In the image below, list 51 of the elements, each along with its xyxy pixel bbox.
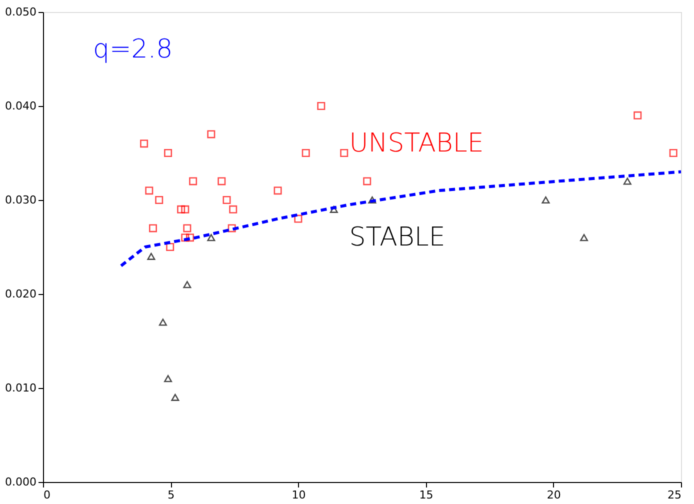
point — [330, 206, 338, 213]
point — [140, 140, 148, 148]
point — [634, 111, 642, 120]
point — [189, 177, 198, 186]
point — [164, 148, 172, 158]
y-tick-label: 0.010 — [5, 382, 36, 394]
point — [580, 234, 588, 242]
annotation: UNSTABLE — [349, 128, 484, 159]
point — [207, 234, 216, 242]
point — [181, 205, 190, 214]
point — [183, 224, 192, 232]
y-tick-label: 0.000 — [5, 476, 36, 488]
point — [148, 224, 157, 232]
point — [164, 375, 172, 382]
annotation: q=2.8 — [93, 34, 173, 65]
point — [542, 196, 550, 204]
point — [171, 394, 180, 401]
point — [207, 130, 216, 138]
point — [302, 148, 310, 158]
point — [623, 178, 632, 185]
point — [274, 186, 282, 195]
point — [222, 196, 231, 204]
point — [317, 102, 326, 110]
point — [166, 242, 174, 252]
y-tick-label: 0.030 — [5, 194, 36, 206]
y-tick-label: 0.050 — [5, 6, 36, 18]
point — [669, 148, 678, 158]
point — [155, 196, 164, 204]
x-tick-label: 5 — [168, 488, 175, 502]
point — [368, 196, 376, 204]
x-tick-label: 25 — [668, 488, 682, 502]
point — [363, 177, 372, 186]
point — [340, 148, 348, 158]
x-tick-label: 0 — [44, 488, 50, 502]
x-tick-label: 20 — [546, 488, 561, 502]
point — [158, 318, 167, 326]
point — [181, 234, 190, 242]
point — [145, 186, 154, 195]
point — [218, 177, 226, 186]
x-tick-label: 15 — [419, 488, 434, 502]
point — [228, 224, 236, 232]
point — [177, 205, 186, 214]
point — [183, 281, 192, 288]
point — [229, 205, 238, 214]
line-series — [120, 170, 681, 268]
point — [147, 252, 156, 260]
y-tick-label: 0.020 — [5, 288, 36, 300]
point — [186, 234, 194, 242]
y-tick-label: 0.040 — [5, 100, 36, 112]
x-tick-label: 10 — [292, 488, 306, 502]
annotation: STABLE — [349, 222, 446, 253]
